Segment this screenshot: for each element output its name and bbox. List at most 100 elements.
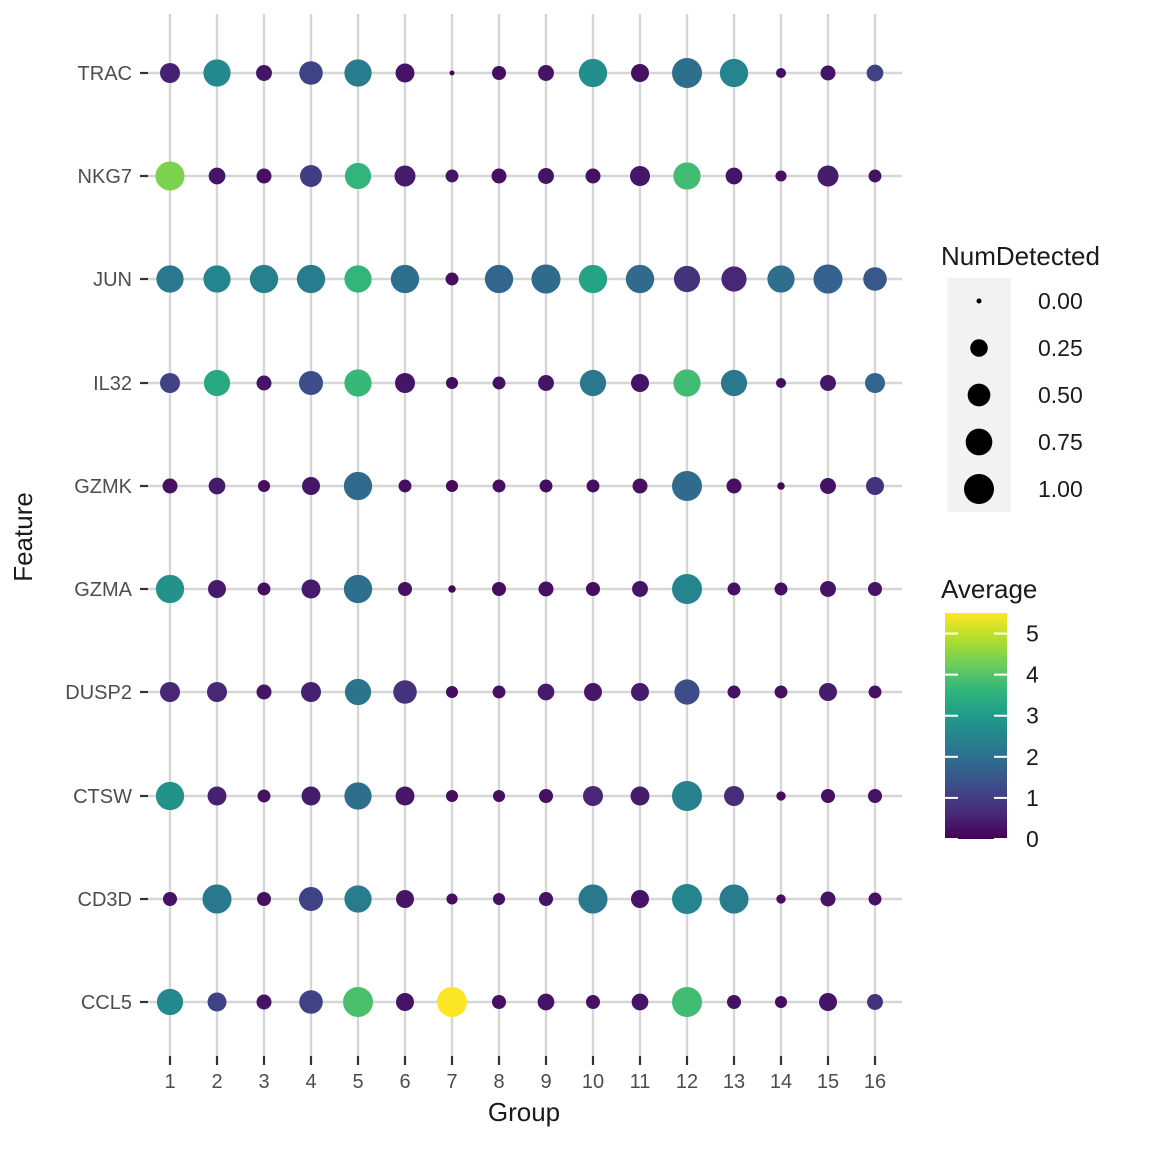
dot-IL32-10 — [579, 369, 607, 397]
dot-GZMK-5 — [343, 471, 373, 501]
dot-CCL5-5 — [343, 987, 373, 1017]
dot-CD3D-8 — [492, 892, 506, 906]
size-legend-title: NumDetected — [941, 241, 1100, 271]
size-legend-label-0.50: 0.50 — [1038, 382, 1083, 408]
dot-JUN-5 — [344, 265, 372, 293]
dot-GZMA-13 — [727, 582, 741, 596]
x-tick-label-5: 5 — [352, 1071, 363, 1093]
dot-TRAC-4 — [299, 61, 323, 85]
dot-IL32-3 — [256, 375, 272, 391]
dot-CTSW-5 — [344, 782, 372, 810]
dot-TRAC-8 — [491, 65, 507, 81]
dot-GZMK-9 — [539, 479, 553, 493]
dot-DUSP2-14 — [774, 685, 788, 699]
x-axis: 1 2 3 4 5 6 7 8 9 10 11 12 13 14 15 16 — [164, 1056, 886, 1093]
dot-CTSW-9 — [538, 788, 554, 804]
dot-DUSP2-10 — [584, 683, 602, 701]
colorbar-label-3: 3 — [1026, 703, 1039, 729]
dot-CCL5-2 — [207, 992, 227, 1012]
x-tick-label-14: 14 — [770, 1071, 792, 1093]
dot-NKG7-7 — [445, 169, 459, 183]
dot-IL32-5 — [344, 369, 372, 397]
x-tick-label-8: 8 — [493, 1071, 504, 1093]
y-axis-title: Feature — [8, 492, 38, 582]
dot-CTSW-4 — [301, 786, 321, 806]
size-legend-label-0.75: 0.75 — [1038, 429, 1083, 455]
dot-JUN-9 — [531, 264, 561, 294]
dot-CCL5-13 — [726, 994, 742, 1010]
dot-DUSP2-9 — [537, 683, 555, 701]
x-tick-label-3: 3 — [258, 1071, 269, 1093]
dot-IL32-9 — [538, 375, 554, 391]
dot-DUSP2-11 — [631, 683, 649, 701]
dot-GZMK-10 — [586, 479, 600, 493]
color-legend-title: Average — [941, 574, 1037, 604]
size-legend-dot-0.50 — [967, 383, 991, 407]
dot-TRAC-6 — [395, 63, 415, 83]
dot-IL32-13 — [720, 369, 748, 397]
dot-IL32-14 — [776, 378, 786, 388]
dot-CD3D-15 — [820, 891, 836, 907]
dot-CTSW-12 — [672, 781, 702, 811]
x-tick-label-10: 10 — [582, 1071, 604, 1093]
dot-NKG7-6 — [394, 165, 416, 187]
y-tick-label-GZMA: GZMA — [74, 579, 132, 601]
colorbar-label-4: 4 — [1026, 662, 1039, 688]
x-tick-label-13: 13 — [723, 1071, 745, 1093]
dot-CTSW-6 — [395, 786, 415, 806]
dot-CD3D-16 — [868, 892, 882, 906]
dot-IL32-2 — [203, 369, 231, 397]
dot-JUN-3 — [249, 264, 279, 294]
dot-DUSP2-12 — [674, 679, 700, 705]
dot-GZMA-8 — [491, 581, 507, 597]
x-tick-label-4: 4 — [305, 1071, 316, 1093]
dot-TRAC-3 — [256, 65, 272, 81]
size-legend-dot-1.00 — [964, 474, 994, 504]
dot-GZMA-11 — [632, 581, 648, 597]
dot-CD3D-6 — [396, 890, 414, 908]
dot-CD3D-7 — [446, 893, 458, 905]
dot-IL32-8 — [492, 376, 506, 390]
dot-GZMK-15 — [820, 478, 836, 494]
dot-GZMK-7 — [445, 479, 459, 493]
dot-JUN-16 — [863, 267, 887, 291]
dot-NKG7-15 — [817, 165, 839, 187]
color-legend: Average 0 1 2 3 4 5 — [941, 574, 1039, 852]
dot-TRAC-16 — [866, 64, 884, 82]
dot-GZMK-6 — [398, 479, 412, 493]
dot-TRAC-1 — [160, 63, 180, 83]
dot-CCL5-12 — [672, 987, 702, 1017]
dot-JUN-4 — [296, 264, 326, 294]
dot-NKG7-10 — [585, 168, 601, 184]
dot-IL32-6 — [395, 373, 415, 393]
dot-TRAC-7 — [449, 70, 455, 76]
colorbar-label-0: 0 — [1026, 826, 1039, 852]
dot-DUSP2-8 — [492, 685, 506, 699]
dot-NKG7-8 — [491, 168, 507, 184]
y-tick-label-IL32: IL32 — [93, 373, 132, 395]
dot-CTSW-3 — [257, 789, 271, 803]
dot-GZMK-16 — [866, 477, 884, 495]
dot-IL32-15 — [820, 375, 836, 391]
dot-GZMA-4 — [301, 579, 321, 599]
dot-DUSP2-3 — [256, 684, 272, 700]
dot-TRAC-14 — [776, 68, 786, 78]
dot-CCL5-4 — [299, 990, 323, 1014]
dot-CCL5-11 — [631, 993, 649, 1011]
dot-GZMK-1 — [162, 478, 178, 494]
size-legend-label-0.25: 0.25 — [1038, 335, 1083, 361]
x-tick-label-15: 15 — [817, 1071, 839, 1093]
dot-CTSW-16 — [867, 788, 883, 804]
dot-TRAC-11 — [631, 64, 649, 82]
x-tick-label-11: 11 — [630, 1071, 651, 1093]
dot-NKG7-4 — [300, 165, 322, 187]
dot-GZMA-3 — [257, 582, 271, 596]
dot-CCL5-14 — [774, 995, 788, 1009]
dot-GZMK-3 — [257, 479, 271, 493]
size-legend: NumDetected 0.00 0.25 0.50 0.75 1.00 — [941, 241, 1100, 512]
dot-GZMA-10 — [585, 581, 601, 597]
y-tick-label-NKG7: NKG7 — [78, 166, 132, 188]
dot-CTSW-14 — [776, 791, 786, 801]
dot-GZMA-5 — [343, 574, 373, 604]
dots-layer — [155, 58, 887, 1017]
